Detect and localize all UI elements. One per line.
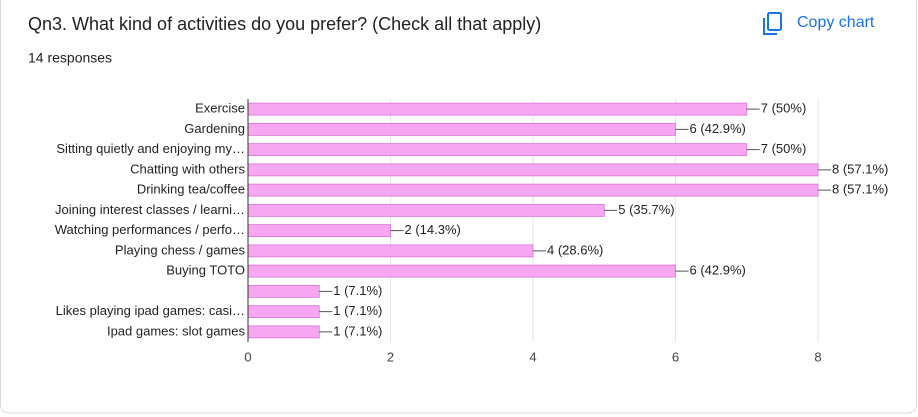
chart-title: Qn3. What kind of activities do you pref…: [28, 14, 541, 34]
x-tick-label: 8: [814, 349, 821, 364]
value-label: 5 (35.7%): [618, 202, 674, 217]
value-label: 1 (7.1%): [333, 303, 382, 318]
value-label: 8 (57.1%): [832, 161, 888, 176]
y-tick-label: Ipad games: slot games: [107, 323, 246, 338]
x-tick-label: 2: [387, 349, 394, 364]
bar: [247, 264, 676, 278]
y-tick-label: Joining interest classes / learni…: [55, 202, 245, 217]
y-tick-label: Sitting quietly and enjoying my…: [56, 141, 245, 156]
bar: [247, 325, 320, 339]
bar: [247, 224, 391, 238]
bar: [247, 244, 534, 258]
y-tick-label: Playing chess / games: [115, 242, 246, 257]
value-label: 7 (50%): [761, 141, 807, 156]
copy-icon: [767, 12, 782, 31]
bar: [247, 305, 320, 319]
bar: [247, 143, 748, 157]
value-label: 2 (14.3%): [405, 222, 461, 237]
y-tick-label: Buying TOTO: [166, 263, 245, 278]
value-label: 4 (28.6%): [547, 242, 603, 257]
bar: [247, 203, 605, 217]
y-tick-label: Chatting with others: [130, 161, 245, 176]
bar: [247, 122, 676, 136]
y-tick-label: Watching performances / perfo…: [55, 222, 245, 237]
y-tick-label: Likes playing ipad games: casi…: [56, 303, 245, 318]
x-tick-label: 0: [244, 349, 251, 364]
x-tick-label: 4: [529, 349, 536, 364]
chart-subtitle: 14 responses: [28, 50, 112, 66]
bar: [247, 183, 819, 197]
value-label: 8 (57.1%): [832, 182, 888, 197]
value-label: 1 (7.1%): [333, 323, 382, 338]
copy-chart-button[interactable]: Copy chart: [763, 12, 875, 35]
x-tick-label: 6: [672, 349, 679, 364]
value-label: 6 (42.9%): [690, 263, 746, 278]
bar: [247, 284, 320, 298]
value-label: 7 (50%): [761, 101, 807, 116]
value-label: 1 (7.1%): [333, 283, 382, 298]
value-label: 6 (42.9%): [690, 121, 746, 136]
bar: [247, 163, 819, 177]
y-tick-label: Gardening: [184, 121, 245, 136]
y-tick-label: Exercise: [195, 101, 245, 116]
bar: [247, 102, 748, 116]
copy-chart-label[interactable]: Copy chart: [797, 14, 875, 31]
copy-icon: [763, 18, 777, 35]
y-tick-label: Drinking tea/coffee: [137, 182, 245, 197]
